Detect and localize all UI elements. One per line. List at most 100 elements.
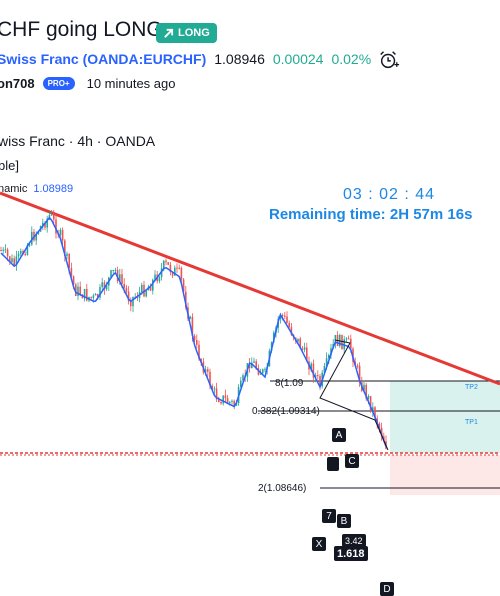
candle-body (358, 365, 361, 383)
chart-canvas: TP2 TP1 8(1.09 0.382(1.09314) 2(1.08646) (0, 191, 500, 495)
candle-body (158, 277, 161, 282)
candle-body (9, 256, 11, 263)
candle-body (81, 294, 84, 299)
candle-body (141, 284, 143, 293)
candle-body (215, 388, 218, 400)
trendline (0, 191, 500, 386)
point-d-label: D (380, 582, 394, 596)
candle-body (259, 373, 262, 375)
candle-body (290, 327, 293, 335)
candle-body (180, 267, 183, 280)
author-name[interactable]: on708 (0, 76, 35, 91)
candle-body (189, 316, 191, 319)
candle-body (17, 253, 20, 257)
candle-body (328, 355, 330, 359)
candle-body (90, 296, 92, 298)
chart-area[interactable]: TP2 TP1 8(1.09 0.382(1.09314) 2(1.08646)… (0, 120, 500, 596)
published-time: 10 minutes ago (86, 76, 176, 91)
candle-body (207, 369, 209, 372)
symbol-link[interactable]: Swiss Franc (OANDA:EURCHF) (0, 51, 206, 67)
candle-body (262, 369, 264, 374)
long-badge: LONG (156, 23, 217, 43)
candle-body (15, 256, 18, 266)
number-label-7: 7 (322, 509, 336, 523)
candle-body (288, 322, 290, 328)
candle-body (347, 338, 350, 340)
candle-body (345, 338, 348, 340)
candle-body (378, 423, 381, 428)
candle-body (70, 267, 73, 277)
candle-body (97, 294, 99, 298)
candle-body (178, 267, 180, 269)
alarm-clock-icon[interactable] (378, 49, 400, 71)
chart-legend-line2: ble] (0, 158, 19, 173)
candle-body (53, 214, 55, 220)
candle-body (222, 395, 224, 404)
candle-body (248, 363, 251, 369)
candle-body (101, 282, 103, 288)
candle-body (136, 296, 139, 298)
candle-body (83, 288, 86, 299)
moving-average-line (0, 216, 387, 447)
candle-body (171, 271, 174, 276)
candle-body (240, 380, 242, 388)
pro-badge: PRO+ (42, 77, 75, 90)
candle-body (114, 269, 117, 271)
candle-body (213, 388, 216, 390)
candle-body (42, 222, 44, 227)
number-label-1618: 1.618 (334, 546, 368, 561)
candle-body (218, 399, 220, 402)
candle-body (303, 347, 306, 350)
candle-body (110, 270, 112, 278)
candle-body (343, 339, 345, 350)
candle-body (6, 249, 9, 257)
candle-body (306, 347, 308, 362)
point-x-label: X (312, 537, 326, 551)
candle-body (86, 288, 88, 301)
candle-body (50, 214, 53, 216)
candle-body (196, 339, 198, 345)
candle-body (154, 274, 156, 280)
candle-body (350, 338, 352, 349)
candle-body (24, 254, 26, 256)
candle-body (319, 375, 321, 387)
candle-body (341, 334, 343, 350)
candle-body (46, 218, 48, 228)
point-marker (327, 457, 339, 471)
candle-body (193, 336, 196, 340)
candle-body (169, 264, 172, 272)
candle-body (281, 315, 284, 317)
candle-body (251, 362, 253, 369)
candle-body (209, 371, 211, 386)
idea-title: CHF going LONG (0, 18, 163, 41)
candle-body (4, 249, 7, 251)
candle-body (323, 366, 326, 373)
candle-body (145, 290, 147, 297)
candle-body (127, 291, 130, 302)
fib-label-2: 2(1.08646) (258, 483, 306, 494)
candle-body (167, 262, 169, 265)
chart-legend-symbol: wiss Franc · 4h · OANDA (0, 133, 156, 149)
candle-body (339, 334, 341, 347)
symbol-code: (OANDA:EURCHF) (82, 51, 207, 67)
candle-body (356, 365, 359, 367)
tp1-label: TP1 (465, 419, 478, 426)
candle-body (68, 253, 70, 268)
remaining-time: Remaining time: 2H 57m 16s (269, 206, 473, 223)
arrow-up-right-icon (164, 28, 174, 38)
candle-body (103, 282, 106, 290)
candle-body (200, 359, 202, 362)
candle-body (242, 375, 244, 381)
candlesticks (0, 209, 387, 450)
candle-body (365, 384, 367, 399)
candle-body (255, 361, 257, 369)
indicator-value: 1.08989 (33, 183, 74, 195)
countdown-timer: 03 : 02 : 44 (343, 186, 436, 203)
candle-body (59, 229, 62, 235)
point-c-label: C (345, 454, 359, 468)
fib-label-top: 8(1.09 (275, 378, 304, 389)
candle-body (224, 395, 227, 399)
point-b-label: B (337, 514, 351, 528)
candle-body (92, 295, 95, 298)
candle-body (229, 401, 231, 403)
